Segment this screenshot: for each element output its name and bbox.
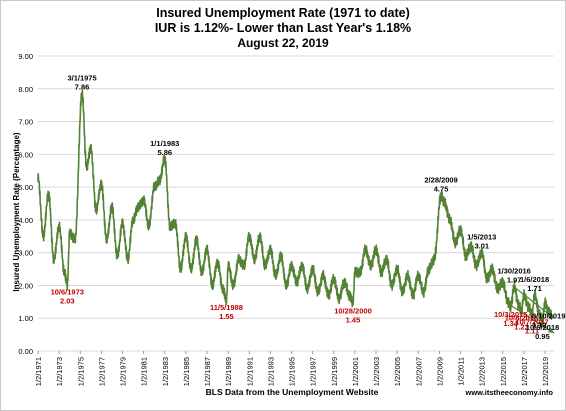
x-tick-label: 1/2/2011 bbox=[457, 357, 466, 386]
annotation-date: 10/3/2015 bbox=[494, 310, 527, 319]
x-tick-label: 1/2/1987 bbox=[203, 357, 212, 386]
chart-title: Insured Unemployment Rate (1971 to date) bbox=[156, 6, 410, 20]
annotation-value: 1.71 bbox=[527, 284, 542, 293]
chart-title-block: Insured Unemployment Rate (1971 to date)… bbox=[0, 6, 566, 51]
chart-date: August 22, 2019 bbox=[237, 36, 329, 50]
x-tick-label: 1/2/2001 bbox=[351, 357, 360, 386]
x-tick-label: 1/2/1999 bbox=[330, 357, 339, 386]
y-axis-ticks: 0.00 1.00 2.00 3.00 4.00 5.00 6.00 7.00 8.00 9.00 bbox=[18, 52, 33, 356]
x-tick-label: 1/2/2007 bbox=[414, 357, 423, 386]
x-tick-label: 1/2/1985 bbox=[182, 357, 191, 386]
chart-subtitle: IUR is 1.12%- Lower than Last Year's 1.1… bbox=[154, 21, 412, 35]
annotation-date: 8/10/2019 bbox=[532, 311, 565, 320]
x-tick-label: 1/2/2013 bbox=[478, 357, 487, 386]
annotation-value: 4.75 bbox=[434, 184, 449, 193]
trendline-arrowhead bbox=[548, 327, 554, 333]
y-tick-label: 3.00 bbox=[18, 249, 33, 258]
x-tick-label: 1/2/1979 bbox=[119, 357, 128, 386]
y-tick-label: 9.00 bbox=[18, 52, 33, 61]
annotation-date: 1/30/2016 bbox=[497, 266, 530, 275]
source-note: www.itstheeconomy.info bbox=[464, 388, 553, 397]
y-tick-label: 8.00 bbox=[18, 85, 33, 94]
x-tick-label: 1/2/1995 bbox=[288, 357, 297, 386]
y-tick-label: 5.00 bbox=[18, 183, 33, 192]
annotation-value: 1.97 bbox=[507, 275, 522, 284]
annotation-date: 11/5/1988 bbox=[210, 303, 243, 312]
annotation-value: 0.95 bbox=[535, 332, 550, 341]
series-line-layer bbox=[37, 89, 553, 326]
annotation-date: 10/28/2000 bbox=[334, 306, 372, 315]
y-axis-label: Insured Unemployment Rate (Percentage) bbox=[12, 132, 21, 291]
annotation-value: 7.86 bbox=[75, 82, 90, 91]
y-tick-label: 7.00 bbox=[18, 118, 33, 127]
x-axis-label: BLS Data from the Unemployment Website bbox=[206, 387, 379, 397]
x-axis-ticks: 1/2/1971 1/2/1973 1/2/1975 1/2/1977 1/2/1979… bbox=[34, 351, 550, 386]
x-tick-label: 1/2/1975 bbox=[76, 357, 85, 386]
x-tick-label: 1/2/1983 bbox=[161, 357, 170, 386]
y-tick-label: 0.00 bbox=[18, 347, 33, 356]
x-tick-label: 1/2/2009 bbox=[435, 357, 444, 386]
annotation-date: 10/7/2017 bbox=[515, 318, 548, 327]
annotation-value: 5.86 bbox=[157, 148, 172, 157]
y-tick-label: 1.00 bbox=[18, 314, 33, 323]
x-tick-label: 1/2/1989 bbox=[224, 357, 233, 386]
y-tick-label: 4.00 bbox=[18, 216, 33, 225]
x-tick-label: 1/2/1997 bbox=[309, 357, 318, 386]
x-tick-label: 1/2/1971 bbox=[34, 357, 43, 386]
annotation-value: 3.01 bbox=[474, 241, 489, 250]
x-tick-label: 1/2/1993 bbox=[266, 357, 275, 386]
annotation-date: 3/1/1975 bbox=[67, 73, 96, 82]
annotation-date: 1/1/1983 bbox=[150, 139, 179, 148]
annotation-date: 10/8/2016 bbox=[505, 314, 538, 323]
annotation-value: 1.23 bbox=[514, 323, 529, 332]
x-tick-label: 1/2/1973 bbox=[55, 357, 64, 386]
annotation-date: 1/6/2018 bbox=[520, 275, 549, 284]
x-tick-label: 1/2/2015 bbox=[499, 357, 508, 386]
x-tick-label: 1/2/2017 bbox=[520, 357, 529, 386]
y-tick-label: 6.00 bbox=[18, 150, 33, 159]
x-tick-label: 1/2/2005 bbox=[393, 357, 402, 386]
annotation-date: 10/6/2018 bbox=[526, 323, 559, 332]
annotation-date: 1/5/2013 bbox=[467, 232, 496, 241]
x-tick-label: 1/2/1991 bbox=[245, 357, 254, 386]
x-tick-label: 1/2/1981 bbox=[140, 357, 149, 386]
annotation-value: 1.45 bbox=[346, 315, 361, 324]
annotation-value: 1.12 bbox=[532, 320, 547, 329]
x-tick-label: 1/2/2019 bbox=[541, 357, 550, 386]
annotation-date: 10/6/1973 bbox=[51, 287, 84, 296]
y-tick-label: 2.00 bbox=[18, 281, 33, 290]
annotation-value: 2.03 bbox=[60, 296, 75, 305]
annotation-date: 2/28/2009 bbox=[424, 175, 457, 184]
annotation-value: 1.11 bbox=[525, 327, 539, 336]
annotation-value: 1.34 bbox=[503, 319, 518, 328]
annotation-value: 1.55 bbox=[219, 312, 234, 321]
gridlines bbox=[38, 55, 554, 352]
series-line bbox=[37, 89, 553, 326]
x-tick-label: 1/2/2003 bbox=[372, 357, 381, 386]
x-tick-label: 1/2/1977 bbox=[97, 357, 106, 386]
